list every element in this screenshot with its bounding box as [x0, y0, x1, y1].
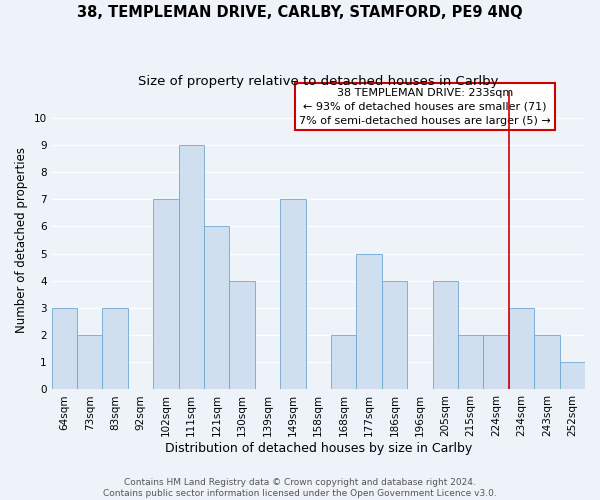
Bar: [382, 281, 407, 390]
Bar: [534, 335, 560, 390]
Bar: [52, 308, 77, 390]
Bar: [153, 199, 179, 390]
Bar: [356, 254, 382, 390]
Bar: [560, 362, 585, 390]
Text: Contains HM Land Registry data © Crown copyright and database right 2024.
Contai: Contains HM Land Registry data © Crown c…: [103, 478, 497, 498]
Bar: [77, 335, 103, 390]
Bar: [509, 308, 534, 390]
Text: 38 TEMPLEMAN DRIVE: 233sqm
← 93% of detached houses are smaller (71)
7% of semi-: 38 TEMPLEMAN DRIVE: 233sqm ← 93% of deta…: [299, 88, 551, 126]
Bar: [179, 145, 204, 390]
Y-axis label: Number of detached properties: Number of detached properties: [15, 147, 28, 333]
Bar: [433, 281, 458, 390]
X-axis label: Distribution of detached houses by size in Carlby: Distribution of detached houses by size …: [164, 442, 472, 455]
Title: Size of property relative to detached houses in Carlby: Size of property relative to detached ho…: [138, 75, 499, 88]
Bar: [458, 335, 484, 390]
Text: 38, TEMPLEMAN DRIVE, CARLBY, STAMFORD, PE9 4NQ: 38, TEMPLEMAN DRIVE, CARLBY, STAMFORD, P…: [77, 5, 523, 20]
Bar: [204, 226, 229, 390]
Bar: [331, 335, 356, 390]
Bar: [280, 199, 305, 390]
Bar: [229, 281, 255, 390]
Bar: [103, 308, 128, 390]
Bar: [484, 335, 509, 390]
